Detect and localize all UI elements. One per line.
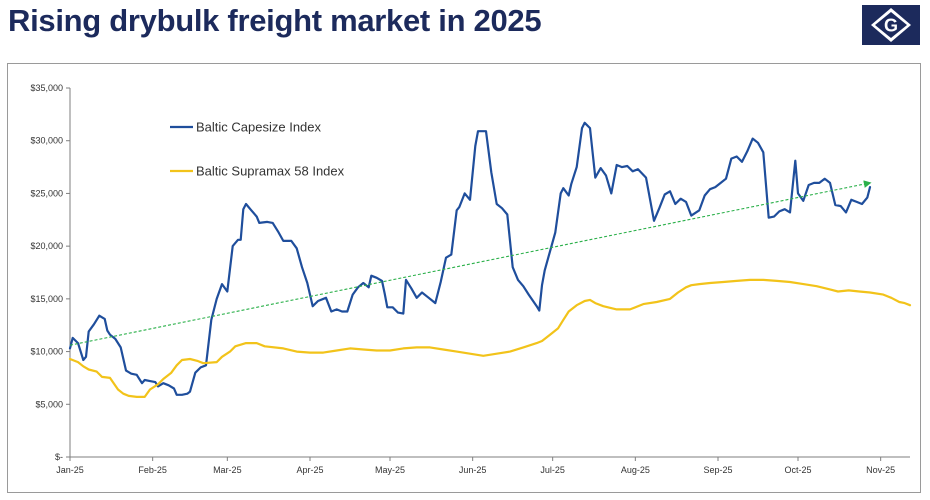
x-tick-label: Mar-25 <box>213 465 242 475</box>
logo-letter: G <box>884 16 898 36</box>
x-tick-label: Feb-25 <box>138 465 167 475</box>
x-tick-label: Jul-25 <box>540 465 565 475</box>
y-tick-label: $30,000 <box>30 136 63 146</box>
x-tick-label: Aug-25 <box>621 465 650 475</box>
y-tick-label: $35,000 <box>30 83 63 93</box>
x-tick-label: Jun-25 <box>459 465 487 475</box>
supramax-series-line <box>68 278 912 398</box>
freight-chart: $- $5,000 $10,000 $15,000 $20,000 $25,000 $30,… <box>30 83 912 475</box>
x-tick-label: Sep-25 <box>703 465 732 475</box>
x-tick-label: Nov-25 <box>866 465 895 475</box>
x-tick-label: Jan-25 <box>56 465 84 475</box>
y-tick-label: $25,000 <box>30 188 63 198</box>
legend-label-0: Baltic Capesize Index <box>196 120 322 135</box>
y-tick-label: $20,000 <box>30 241 63 251</box>
y-tick-label: $- <box>55 452 63 462</box>
y-tick-label: $10,000 <box>30 347 63 357</box>
company-logo: G <box>862 5 920 45</box>
x-tick-label: May-25 <box>375 465 405 475</box>
y-tick-label: $15,000 <box>30 294 63 304</box>
page-title: Rising drybulk freight market in 2025 <box>8 3 542 38</box>
legend-label-1: Baltic Supramax 58 Index <box>196 164 345 179</box>
trend-line <box>69 180 872 346</box>
x-tick-label: Apr-25 <box>296 465 323 475</box>
y-tick-label: $5,000 <box>35 399 63 409</box>
chart-frame: $- $5,000 $10,000 $15,000 $20,000 $25,000 $30,… <box>7 63 921 493</box>
capesize-series-line <box>68 121 872 396</box>
x-tick-label: Oct-25 <box>784 465 811 475</box>
